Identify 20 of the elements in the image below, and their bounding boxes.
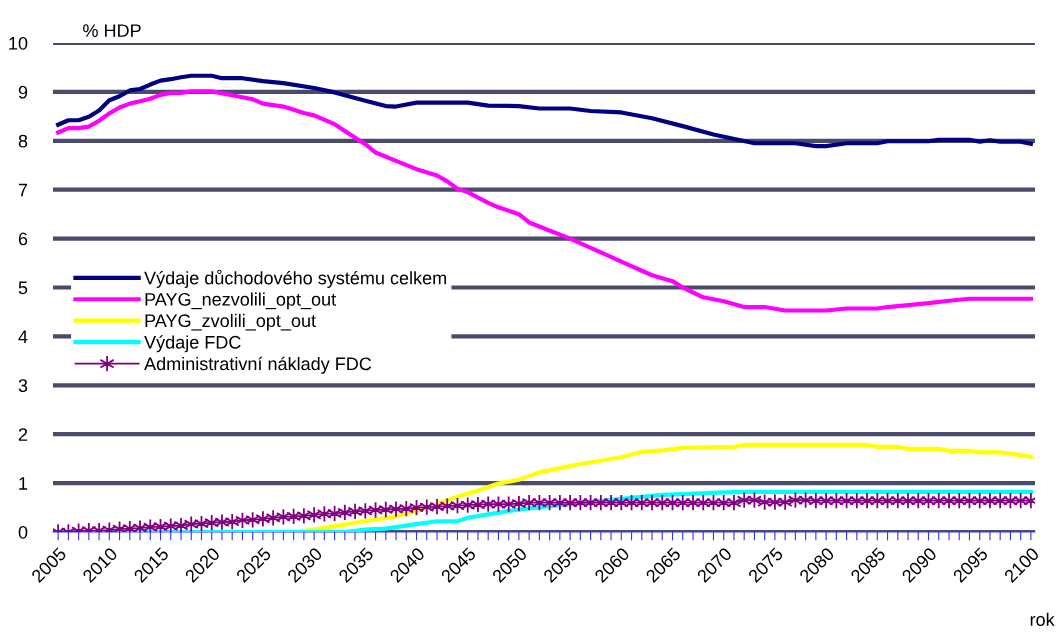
y-tick-label: 6 (18, 232, 28, 246)
y-tick-label: 7 (18, 183, 28, 197)
y-tick-label: 0 (18, 525, 28, 539)
line-series (56, 73, 1033, 149)
legend-label: Výdaje důchodového systému celkem (144, 269, 446, 288)
legend-label: Administrativní náklady FDC (144, 356, 372, 374)
y-tick-label: 1 (19, 477, 28, 490)
y-tick-label: 4 (18, 330, 28, 343)
y-tick-label: 2 (18, 428, 28, 441)
y-tick-label: 8 (18, 134, 28, 148)
y-tick-label: 5 (18, 281, 28, 295)
y-tick-label: 9 (18, 85, 28, 99)
y-tick-label: 10 (9, 36, 28, 50)
legend-label: PAYG_zvolili_opt_out (145, 313, 316, 331)
y-axis-title: % HDP (83, 24, 141, 37)
line-series (56, 89, 1033, 313)
y-tick-label: 3 (18, 379, 28, 393)
legend-label: PAYG_nezvolili_opt_out (145, 292, 336, 310)
legend-label: Výdaje FDC (144, 335, 241, 353)
x-axis-title: rok (1030, 612, 1055, 626)
